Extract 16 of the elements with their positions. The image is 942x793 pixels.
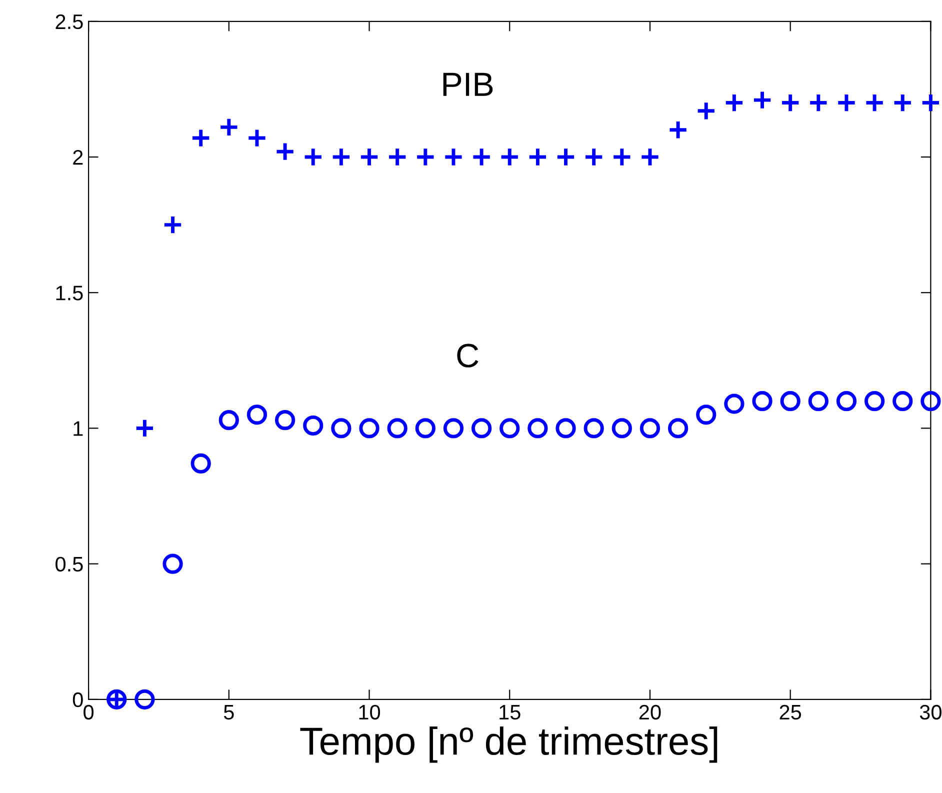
x-tick-label: 25 — [780, 704, 802, 720]
x-tick-label: 20 — [639, 704, 661, 720]
y-tick-label: 0.5 — [56, 556, 83, 572]
y-tick-label: 2.5 — [56, 14, 83, 30]
x-tick-label: 10 — [359, 704, 380, 720]
x-tick-label: 15 — [500, 705, 520, 720]
x-tick-label: 30 — [920, 704, 942, 720]
y-tick-label: 2 — [73, 150, 83, 165]
x-tick-label: 0 — [84, 704, 94, 720]
y-tick-label: 1 — [74, 421, 83, 436]
series-label: C — [457, 344, 478, 368]
x-tick-label: 5 — [224, 705, 234, 720]
series-label: PIB — [443, 72, 493, 96]
y-tick-label: 1.5 — [56, 286, 83, 300]
x-axis-title: Tempo [nº de trimestres] — [300, 726, 718, 763]
y-tick-label: 0 — [72, 692, 83, 708]
